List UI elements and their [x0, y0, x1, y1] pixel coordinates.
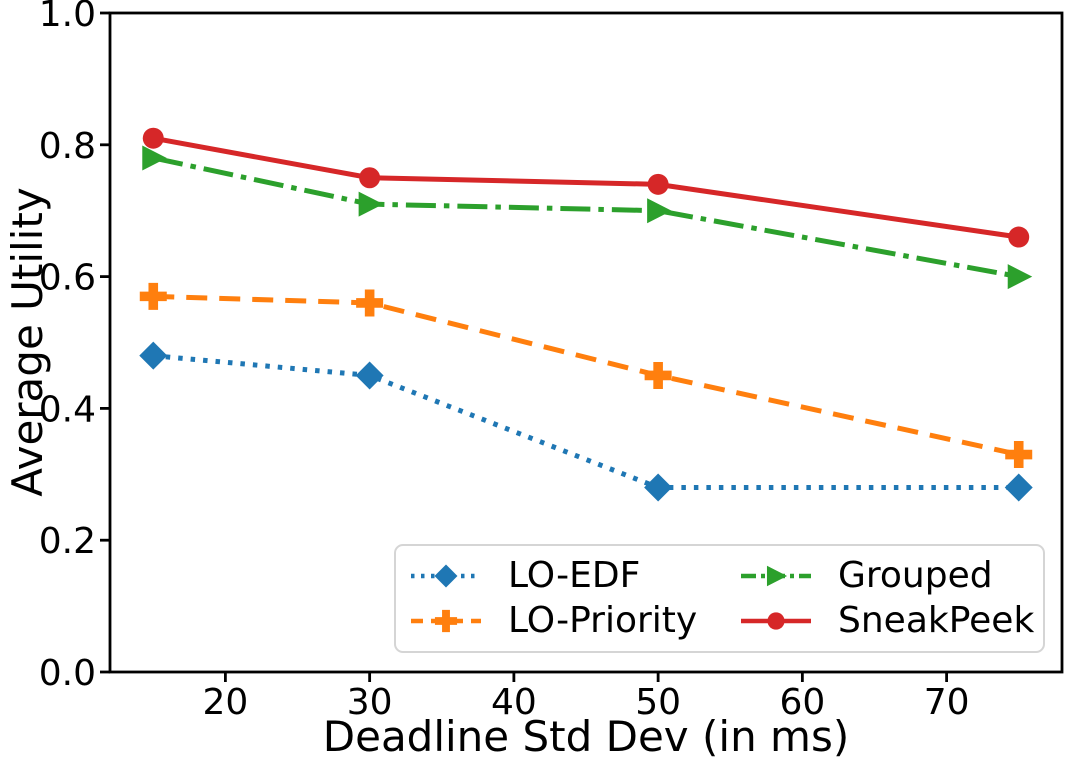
x-tick-label: 30 — [347, 682, 393, 723]
legend-sample-line-icon — [411, 564, 481, 588]
plot-series — [139, 127, 1033, 502]
legend-item-sneakpeek: SneakPeek — [738, 599, 1035, 641]
plus-marker-icon — [1005, 441, 1033, 469]
plus-marker-icon — [356, 289, 384, 317]
legend-label: Grouped — [838, 555, 993, 597]
x-tick-label: 60 — [779, 682, 825, 723]
plus-marker-icon — [139, 282, 167, 310]
legend-label: LO-EDF — [508, 555, 641, 597]
diamond-marker-icon — [434, 564, 458, 588]
series-line-grouped — [152, 155, 1020, 280]
legend-label: SneakPeek — [838, 599, 1035, 641]
circle-marker-icon — [647, 173, 669, 195]
y-tick-label: 0.0 — [39, 653, 96, 694]
x-tick-label: 50 — [635, 682, 681, 723]
y-tick-label: 0.2 — [39, 521, 96, 562]
diamond-marker-icon — [644, 473, 673, 502]
diamond-marker-icon — [355, 361, 384, 390]
circle-marker-icon — [142, 127, 164, 149]
plus-marker-icon — [644, 361, 672, 389]
y-tick-label: 0.8 — [39, 126, 96, 167]
circle-marker-icon — [767, 612, 785, 630]
legend-sample-line-icon — [741, 566, 811, 587]
series-line-sneakpeek — [152, 135, 1020, 240]
plot-axes: 20 30 40 50 60 70 0.0 0.2 0.4 0.6 0.8 1.0 — [39, 0, 1064, 723]
legend-item-lo-edf: LO-EDF — [408, 558, 738, 594]
y-tick-label: 0.4 — [39, 389, 96, 430]
circle-marker-icon — [1008, 226, 1030, 248]
legend: LO-EDF LO-Priority Grouped SneakPeek — [394, 544, 1045, 653]
x-tick-label: 20 — [202, 682, 248, 723]
triangle-right-marker-icon — [647, 198, 672, 224]
triangle-right-marker-icon — [1007, 264, 1033, 290]
y-tick-label: 0.6 — [39, 258, 96, 299]
x-tick-label: 70 — [924, 682, 970, 723]
triangle-right-marker-icon — [358, 191, 384, 217]
triangle-right-marker-icon — [766, 566, 788, 587]
triangle-right-marker-icon — [142, 145, 167, 171]
legend-item-grouped: Grouped — [738, 558, 1034, 594]
y-axis-title: Average Utility — [3, 187, 52, 496]
legend-label: LO-Priority — [508, 599, 698, 641]
x-tick-label: 40 — [491, 682, 537, 723]
plot-border — [108, 11, 1064, 674]
plus-marker-icon — [434, 609, 458, 632]
series-line-lo-edf — [153, 353, 1019, 490]
diamond-marker-icon — [139, 341, 168, 370]
circle-marker-icon — [359, 167, 381, 189]
x-axis-title: Deadline Std Dev (in ms) — [323, 712, 849, 761]
legend-sample-line-icon — [411, 609, 481, 632]
y-tick-label: 1.0 — [39, 0, 96, 35]
series-line-lo-priority — [153, 293, 1020, 457]
legend-sample-line-icon — [741, 612, 811, 630]
legend-item-lo-priority: LO-Priority — [408, 599, 738, 641]
diamond-marker-icon — [1004, 473, 1033, 502]
